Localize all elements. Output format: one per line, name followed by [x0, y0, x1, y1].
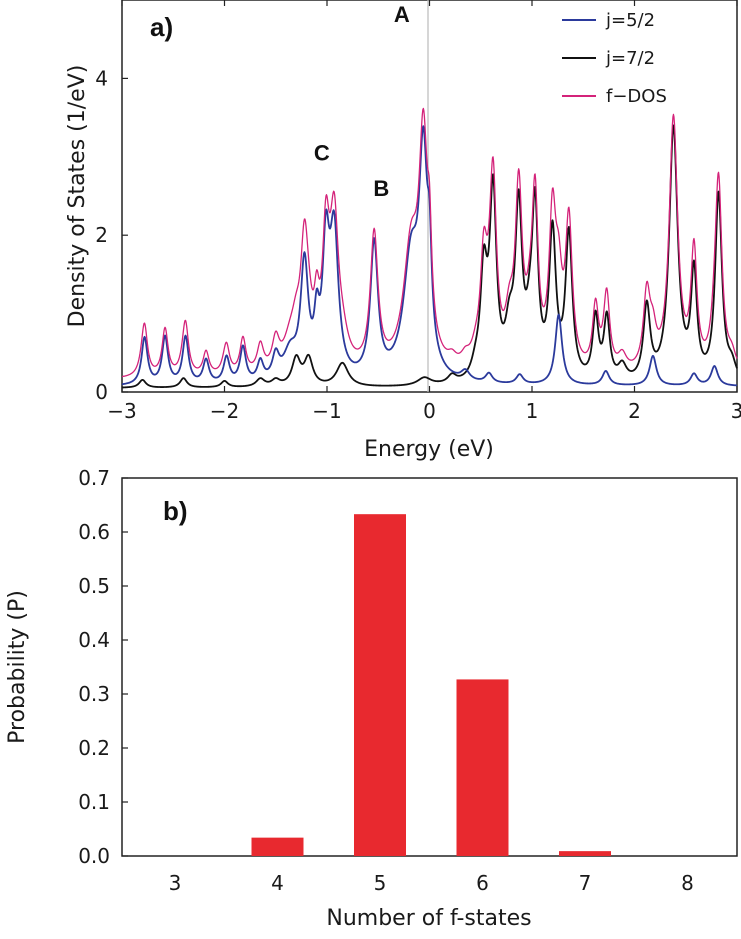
peak-annotations: A B C	[314, 2, 410, 201]
x-tick-label: 3	[169, 871, 182, 895]
x-tick-label: 2	[628, 399, 641, 423]
series-line-j-7-2	[121, 124, 738, 389]
y-tick-label: 0.3	[78, 682, 110, 706]
y-tick-label: 0.0	[78, 844, 110, 868]
panel-a-label: a)	[150, 12, 173, 42]
x-tick-label: 0	[423, 399, 436, 423]
dos-panel: −3 −2 −1 0 1 2 3 0 2 4 a) A B C j=5/2 j=7/2 f−DOS En…	[65, 0, 741, 462]
x-tick-label: 6	[476, 871, 489, 895]
x-tick-label: 8	[681, 871, 694, 895]
x-tick-label: 3	[731, 399, 741, 423]
bar-4	[251, 837, 304, 856]
x-tick-label: 7	[579, 871, 592, 895]
y-tick-label: 4	[95, 66, 108, 90]
probability-x-axis-title: Number of f-states	[326, 906, 531, 931]
bar-6	[456, 679, 509, 856]
y-tick-label: 2	[95, 223, 108, 247]
x-tick-label: 1	[526, 399, 539, 423]
x-tick-label: 5	[374, 871, 387, 895]
probability-y-axis-title: Probability (P)	[5, 590, 30, 744]
peak-label-a: A	[394, 2, 410, 27]
x-tick-label: −2	[210, 399, 239, 423]
panel-b-label: b)	[163, 496, 188, 526]
peak-label-b: B	[373, 176, 389, 201]
series-line-f-dos	[121, 107, 738, 378]
probability-y-ticks: 0.0 0.1 0.2 0.3 0.4 0.5 0.6 0.7	[78, 466, 128, 868]
y-tick-label: 0.7	[78, 466, 110, 490]
dos-legend: j=5/2 j=7/2 f−DOS	[562, 10, 667, 107]
y-tick-label: 0.6	[78, 520, 110, 544]
dos-y-axis-title: Density of States (1/eV)	[65, 65, 90, 328]
probability-plot-frame	[121, 477, 738, 857]
legend-entry: j=7/2	[605, 48, 655, 69]
y-tick-label: 0	[95, 380, 108, 404]
x-tick-label: −3	[107, 399, 136, 423]
x-tick-label: −1	[312, 399, 341, 423]
probability-bars	[251, 514, 611, 856]
legend-entry: f−DOS	[606, 86, 667, 107]
series-line-j-5-2	[121, 125, 738, 387]
legend-entry: j=5/2	[605, 10, 655, 31]
y-tick-label: 0.5	[78, 574, 110, 598]
probability-x-ticks: 3 4 5 6 7 8	[169, 871, 694, 895]
dos-curves	[121, 107, 738, 389]
bar-5	[354, 514, 406, 856]
y-tick-label: 0.1	[78, 790, 110, 814]
dos-x-axis-title: Energy (eV)	[364, 437, 494, 462]
dos-x-ticks: −3 −2 −1 0 1 2 3	[107, 0, 741, 423]
probability-panel: 3 4 5 6 7 8 0.0 0.1 0.2 0.3 0.4 0.5 0.6 0.7 b) Numbe…	[5, 466, 738, 931]
dos-y-ticks: 0 2 4	[95, 66, 128, 404]
peak-label-c: C	[314, 141, 330, 166]
x-tick-label: 4	[271, 871, 284, 895]
bar-7	[559, 851, 611, 856]
y-tick-label: 0.4	[78, 628, 110, 652]
y-tick-label: 0.2	[78, 736, 110, 760]
